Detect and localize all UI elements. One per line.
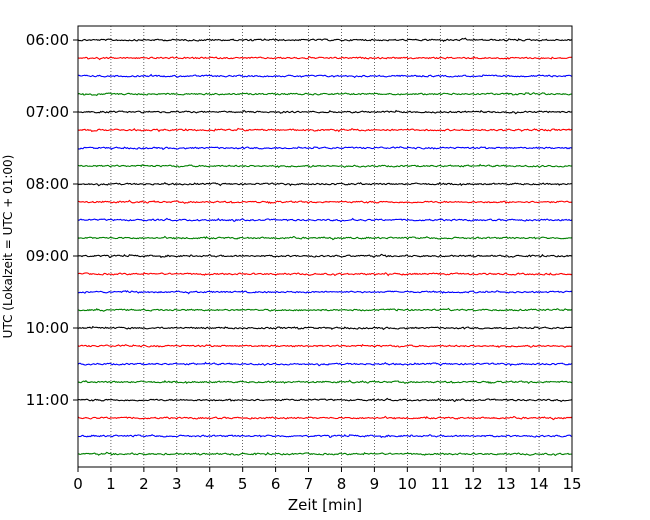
x-axis-ticks: 0 1 2 3 4 5 6 7 8 9 10 11 12 13 14 15 <box>73 467 582 493</box>
trace-lines <box>77 37 573 457</box>
x-tick-label: 5 <box>238 475 248 493</box>
trace-line <box>77 307 573 312</box>
trace-line <box>77 290 573 295</box>
trace-line <box>77 73 573 79</box>
trace-line <box>77 163 573 169</box>
x-tick-label: 10 <box>398 475 417 493</box>
y-tick-label: 08:00 <box>26 175 69 193</box>
x-tick-label: 4 <box>205 475 215 493</box>
trace-line <box>77 451 573 457</box>
trace-line <box>77 361 573 367</box>
y-axis-label: UTC (Lokalzeit = UTC + 01:00) <box>1 155 15 339</box>
trace-line <box>77 272 573 277</box>
trace-line <box>77 253 573 259</box>
x-tick-label: 6 <box>271 475 281 493</box>
y-tick-label: 11:00 <box>26 391 69 409</box>
x-tick-label: 12 <box>464 475 483 493</box>
x-tick-label: 15 <box>562 475 581 493</box>
x-tick-label: 0 <box>73 475 83 493</box>
trace-line <box>77 397 573 403</box>
y-tick-label: 06:00 <box>26 31 69 49</box>
trace-line <box>77 379 573 385</box>
trace-line <box>77 127 573 133</box>
trace-line <box>77 37 573 43</box>
x-tick-label: 13 <box>497 475 516 493</box>
x-tick-label: 9 <box>370 475 380 493</box>
x-tick-label: 3 <box>172 475 182 493</box>
x-tick-label: 1 <box>106 475 116 493</box>
trace-line <box>77 235 573 241</box>
x-tick-label: 8 <box>337 475 347 493</box>
y-tick-label: 10:00 <box>26 319 69 337</box>
x-axis-label: Zeit [min] <box>288 496 362 514</box>
trace-line <box>77 146 573 151</box>
trace-line <box>77 217 573 223</box>
trace-line <box>77 55 573 61</box>
trace-line <box>77 109 573 115</box>
trace-line <box>77 181 573 187</box>
y-tick-label: 07:00 <box>26 103 69 121</box>
trace-line <box>77 325 573 331</box>
x-tick-label: 7 <box>304 475 314 493</box>
x-tick-label: 2 <box>139 475 149 493</box>
trace-line <box>77 415 573 421</box>
y-axis-ticks: 06:00 07:00 08:00 09:00 10:00 11:00 <box>26 31 78 409</box>
trace-line <box>77 92 573 97</box>
trace-line <box>77 343 573 348</box>
x-tick-label: 11 <box>431 475 450 493</box>
x-tick-label: 14 <box>530 475 549 493</box>
trace-line <box>77 199 573 205</box>
y-tick-label: 09:00 <box>26 247 69 265</box>
trace-line <box>77 433 573 439</box>
plot-frame <box>77 25 573 468</box>
